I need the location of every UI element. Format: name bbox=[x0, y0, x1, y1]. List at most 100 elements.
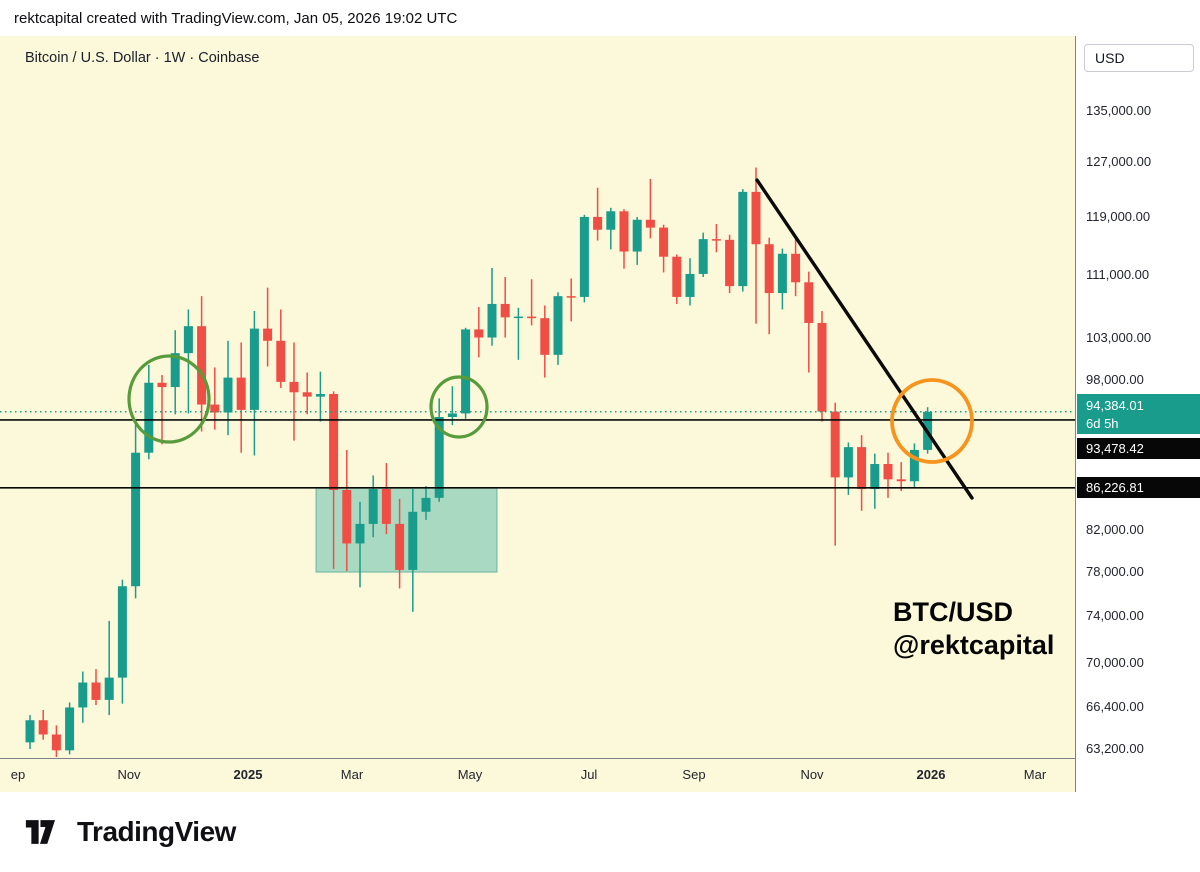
time-label: 2025 bbox=[233, 767, 263, 782]
candle-body bbox=[843, 447, 853, 478]
candle-body bbox=[289, 381, 299, 393]
price-tick: 103,000.00 bbox=[1086, 330, 1152, 346]
candle-body bbox=[791, 253, 801, 283]
candle-body bbox=[65, 707, 75, 751]
candle-body bbox=[593, 216, 603, 230]
attribution-bar: rektcapital created with TradingView.com… bbox=[0, 0, 1200, 36]
candle-body bbox=[619, 211, 629, 252]
candle-body bbox=[223, 377, 233, 413]
orange-circle bbox=[890, 378, 974, 464]
candle-countdown: 6d 5h bbox=[1086, 415, 1119, 431]
candle-body bbox=[131, 452, 141, 587]
candle-body bbox=[896, 479, 906, 482]
price-tick: 111,000.00 bbox=[1086, 267, 1150, 283]
green-circle-2 bbox=[429, 375, 489, 439]
last-price-value: 94,384.01 bbox=[1086, 397, 1144, 413]
candle-body bbox=[51, 734, 61, 751]
candle-body bbox=[78, 682, 88, 708]
green-circle-1 bbox=[127, 354, 211, 444]
candle-body bbox=[632, 219, 642, 252]
candle-body bbox=[474, 329, 484, 338]
time-label: Nov bbox=[117, 767, 141, 782]
candle-body bbox=[342, 489, 352, 544]
candle-body bbox=[553, 296, 563, 355]
candle-body bbox=[540, 318, 550, 355]
candle-body bbox=[883, 464, 893, 480]
candle-body bbox=[645, 219, 655, 228]
candle-body bbox=[117, 586, 127, 678]
candle-body bbox=[329, 394, 339, 490]
candle-body bbox=[368, 489, 378, 524]
time-axis[interactable]: ep Nov 2025 Mar May Jul Sep Nov 2026 Mar bbox=[0, 758, 1075, 792]
price-tick: 78,000.00 bbox=[1086, 564, 1144, 580]
candle-body bbox=[461, 329, 471, 414]
price-tick: 66,400.00 bbox=[1086, 699, 1144, 715]
candlestick-chart-canvas[interactable] bbox=[0, 36, 1075, 758]
candle-body bbox=[487, 303, 497, 338]
candle-body bbox=[909, 449, 919, 482]
price-tick: 119,000.00 bbox=[1086, 208, 1151, 224]
candle-body bbox=[804, 282, 814, 323]
candle-body bbox=[249, 328, 259, 410]
candle-body bbox=[830, 411, 840, 478]
time-label: Sep bbox=[682, 767, 706, 782]
price-tick: 135,000.00 bbox=[1086, 102, 1152, 118]
downtrend-line bbox=[755, 178, 974, 500]
candle-body bbox=[157, 382, 167, 388]
price-tick: 70,000.00 bbox=[1086, 655, 1144, 671]
candle-body bbox=[38, 720, 48, 735]
candle-body bbox=[355, 523, 365, 544]
candle-body bbox=[764, 244, 774, 294]
chart-watermark: BTC/USD @rektcapital bbox=[893, 596, 1054, 662]
watermark-handle: @rektcapital bbox=[893, 630, 1055, 660]
candle-body bbox=[395, 523, 405, 570]
candle-body bbox=[685, 273, 695, 297]
tradingview-wordmark[interactable]: TradingView bbox=[77, 816, 236, 847]
time-label: 2026 bbox=[916, 767, 946, 782]
candle-body bbox=[606, 211, 616, 230]
candle-body bbox=[513, 316, 523, 319]
candle-body bbox=[500, 303, 510, 318]
candle-body bbox=[434, 417, 444, 498]
price-tick: 63,200.00 bbox=[1086, 741, 1144, 756]
symbol-legend[interactable]: Bitcoin / U.S. Dollar · 1W · Coinbase bbox=[25, 50, 260, 66]
candle-body bbox=[711, 239, 721, 241]
price-tick: 74,000.00 bbox=[1086, 608, 1144, 624]
watermark-symbol: BTC/USD bbox=[893, 597, 1013, 627]
candle-body bbox=[302, 392, 312, 397]
time-label: ep bbox=[10, 767, 26, 782]
candle-body bbox=[236, 377, 246, 410]
candle-body bbox=[144, 382, 154, 453]
candle-body bbox=[170, 353, 180, 388]
candle-body bbox=[183, 326, 193, 354]
time-label: Jul bbox=[580, 767, 598, 782]
candle-body bbox=[25, 720, 35, 743]
price-level-badge: 86,226.81 bbox=[1077, 477, 1200, 499]
candle-body bbox=[751, 191, 761, 245]
candle-body bbox=[210, 404, 220, 413]
price-axis[interactable]: USD 135,000.00 127,000.00 119,000.00 111,00… bbox=[1075, 36, 1200, 792]
candle-body bbox=[315, 394, 325, 397]
last-price-badge: 94,384.01 6d 5h bbox=[1077, 393, 1200, 434]
time-label: Mar bbox=[340, 767, 364, 782]
candle-body bbox=[263, 328, 273, 341]
time-label: May bbox=[457, 767, 483, 782]
price-level-badge: 93,478.42 bbox=[1077, 437, 1200, 459]
candle-body bbox=[659, 227, 669, 257]
candle-body bbox=[104, 677, 114, 700]
candle-body bbox=[527, 316, 537, 319]
candle-body bbox=[91, 682, 101, 700]
chart-background bbox=[0, 36, 1075, 758]
tradingview-logo-icon[interactable] bbox=[25, 816, 65, 848]
currency-toggle-button[interactable]: USD bbox=[1084, 44, 1194, 72]
candle-body bbox=[698, 239, 708, 274]
candle-body bbox=[579, 216, 589, 297]
candle-body bbox=[197, 326, 207, 405]
candle-body bbox=[777, 253, 787, 294]
candle-body bbox=[857, 447, 867, 490]
candle-body bbox=[408, 511, 418, 570]
price-tick: 98,000.00 bbox=[1086, 372, 1144, 388]
time-label: Nov bbox=[800, 767, 824, 782]
candle-body bbox=[725, 239, 735, 287]
candle-body bbox=[566, 296, 576, 298]
